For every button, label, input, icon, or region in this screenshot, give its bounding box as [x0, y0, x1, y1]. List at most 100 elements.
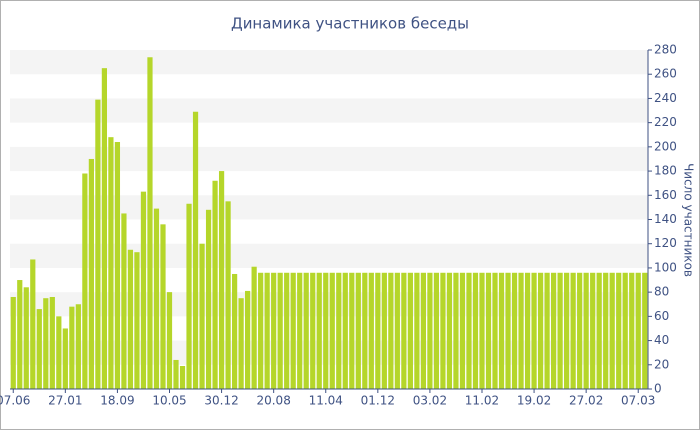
bar — [238, 298, 244, 389]
y-axis-label: Число участников — [682, 163, 696, 277]
bar — [179, 365, 186, 389]
y-tick-label: 140 — [654, 212, 677, 226]
bar — [420, 272, 427, 389]
chart-title: Динамика участников беседы — [231, 15, 469, 33]
bar — [466, 272, 472, 389]
y-tick-label: 280 — [654, 43, 677, 57]
bar — [160, 224, 166, 389]
bar — [10, 296, 16, 389]
bar — [616, 272, 622, 389]
bar — [251, 266, 257, 389]
y-tick-label: 40 — [654, 333, 669, 347]
bar — [349, 272, 355, 389]
y-tick-label: 260 — [654, 67, 677, 81]
bar — [440, 272, 446, 389]
bar — [30, 259, 36, 389]
bar — [49, 296, 55, 389]
bar — [459, 272, 466, 389]
bar — [609, 272, 615, 389]
bar — [212, 180, 218, 389]
x-tick-label: 27.02 — [569, 394, 603, 408]
bar — [297, 272, 303, 389]
bar — [290, 272, 296, 389]
bar — [192, 111, 199, 389]
bar — [225, 201, 231, 389]
bar — [635, 272, 641, 389]
bar — [596, 272, 602, 389]
x-tick-label: 11.04 — [309, 394, 343, 408]
bar — [479, 272, 485, 389]
bar — [69, 306, 75, 389]
bar — [186, 203, 192, 389]
bar — [303, 272, 309, 389]
bar — [166, 292, 173, 389]
bar — [88, 158, 94, 389]
bar — [342, 272, 348, 389]
bar — [218, 171, 225, 389]
bar — [355, 272, 361, 389]
bar — [153, 208, 160, 389]
x-tick-label: 07.06 — [0, 394, 30, 408]
bar — [453, 272, 459, 389]
bar — [258, 272, 264, 389]
grid-band — [10, 50, 648, 75]
bar — [485, 272, 492, 389]
bar — [43, 298, 49, 389]
bar — [62, 328, 68, 389]
bar — [36, 309, 42, 389]
bar — [75, 304, 81, 389]
y-tick-label: 220 — [654, 115, 677, 129]
bar — [323, 272, 329, 389]
y-tick-label: 200 — [654, 139, 677, 153]
bar — [101, 68, 108, 390]
bar — [108, 137, 114, 389]
bar — [381, 272, 387, 389]
bar — [316, 272, 322, 389]
bar — [531, 272, 537, 389]
grid-band — [10, 98, 648, 123]
bar — [407, 272, 413, 389]
bar — [95, 99, 101, 389]
bar — [56, 316, 62, 389]
y-tick-label: 240 — [654, 91, 677, 105]
bar — [394, 272, 400, 389]
bar — [524, 272, 531, 389]
x-tick-label: 07.03 — [621, 394, 655, 408]
bar — [277, 272, 283, 389]
bar — [433, 272, 440, 389]
bar — [134, 252, 140, 389]
bar — [537, 272, 544, 389]
bar — [140, 191, 147, 389]
x-tick-label: 19.02 — [517, 394, 551, 408]
bar — [173, 359, 179, 389]
bar — [564, 272, 570, 389]
bar — [590, 272, 596, 389]
bar — [310, 272, 316, 389]
bar — [127, 249, 134, 389]
bar — [427, 272, 433, 389]
bar — [629, 272, 635, 389]
x-tick-label: 03.02 — [413, 394, 447, 408]
bar — [199, 243, 205, 389]
y-tick-label: 60 — [654, 309, 669, 323]
x-tick-label: 30.12 — [204, 394, 238, 408]
bar — [557, 272, 563, 389]
bar — [518, 272, 524, 389]
bar — [505, 272, 511, 389]
bar — [570, 272, 576, 389]
x-tick-label: 20.08 — [256, 394, 290, 408]
y-tick-label: 180 — [654, 164, 677, 178]
bar — [114, 142, 121, 389]
y-tick-label: 20 — [654, 357, 669, 371]
bar — [264, 272, 270, 389]
bar — [231, 273, 238, 389]
bar — [492, 272, 498, 389]
bar — [336, 272, 342, 389]
bar — [388, 272, 394, 389]
y-tick-label: 120 — [654, 236, 677, 250]
bar — [414, 272, 420, 389]
bar — [583, 272, 589, 389]
bar — [375, 272, 381, 389]
bar — [17, 280, 23, 389]
bar — [329, 272, 335, 389]
